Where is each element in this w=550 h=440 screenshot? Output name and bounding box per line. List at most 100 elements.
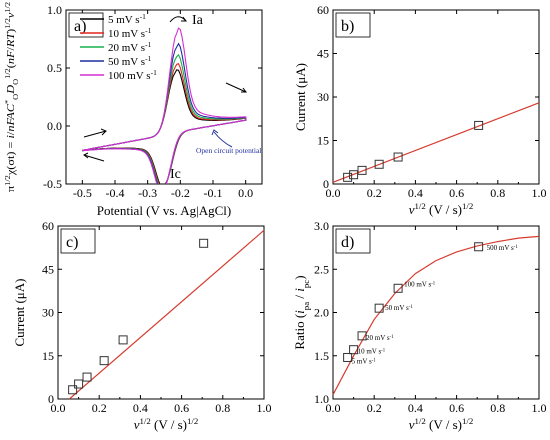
x-tick-label: 0.2 bbox=[367, 186, 382, 200]
panel-c: 0.0 0.2 0.4 0.6 0.8 1.0 0 15 30 45 60 c) v1/2 (V / s… bbox=[12, 219, 272, 432]
legend-label-2: 20 mV s-1 bbox=[108, 40, 152, 55]
x-tick-label: 0.2 bbox=[367, 401, 382, 415]
x-tick-label: 1.0 bbox=[532, 186, 547, 200]
sweep-arrowhead-reverse bbox=[83, 152, 89, 159]
x-tick-label: 0.6 bbox=[449, 186, 464, 200]
y-tick-label: 60 bbox=[317, 3, 329, 17]
data-point-2 bbox=[357, 165, 367, 175]
data-point-0 bbox=[68, 385, 78, 395]
y-tick-label: 3.0 bbox=[314, 219, 329, 233]
x-axis-label: Potential (V vs. Ag|AgCl) bbox=[97, 203, 232, 218]
panel-tag: a) bbox=[74, 18, 86, 35]
x-tick-label: -0.3 bbox=[138, 186, 157, 200]
data-point-1 bbox=[74, 379, 84, 389]
y-tick-label: -0.5 bbox=[43, 177, 62, 191]
point-label-2: 20 mV s-1 bbox=[366, 334, 394, 342]
x-tick-label: 0.0 bbox=[326, 401, 341, 415]
x-tick-label: 0.8 bbox=[490, 401, 505, 415]
x-tick-label: 0.8 bbox=[215, 401, 230, 415]
y-tick-label: 0.0 bbox=[47, 119, 62, 133]
y-tick-label: 1.5 bbox=[314, 349, 329, 363]
panel-tag-box bbox=[335, 228, 371, 254]
y-axis-label: π1/2χ(σt) = i/nFAC*ODO1/2(nF/RT)1/2v1/2 bbox=[4, 1, 20, 192]
y-axis-label: Ratio (ipa / ipc) bbox=[292, 275, 311, 349]
y-tick-label: 1.0 bbox=[47, 3, 62, 17]
x-tick-label: 0.4 bbox=[408, 186, 423, 200]
x-tick-label: 0.8 bbox=[490, 186, 505, 200]
x-tick-label: -0.5 bbox=[73, 186, 92, 200]
x-tick-label: 0.4 bbox=[408, 401, 423, 415]
fit-line bbox=[68, 229, 265, 400]
data-point-2 bbox=[357, 331, 367, 341]
y-axis-label: Current (μA) bbox=[12, 279, 27, 347]
fit-curve bbox=[332, 235, 540, 395]
data-point-4 bbox=[393, 283, 403, 293]
y-tick-label: 2.5 bbox=[314, 262, 329, 276]
x-tick-label: 1.0 bbox=[257, 401, 272, 415]
data-point-4 bbox=[393, 152, 403, 162]
data-point-3 bbox=[99, 356, 109, 366]
open-circuit-arrow bbox=[213, 131, 233, 148]
point-label-5: 500 mV s-1 bbox=[487, 244, 519, 252]
panel-a: -0.5 -0.4 -0.3 -0.2 -0.1 0.0 -0.5 0.0 0.5 1.0 a) 5 … bbox=[4, 1, 263, 218]
open-circuit-label: Open circuit potential bbox=[196, 146, 261, 155]
point-label-3: 50 mV s-1 bbox=[385, 304, 413, 312]
y-tick-label: 15 bbox=[42, 349, 54, 363]
cv-curve-2 bbox=[82, 53, 247, 184]
sweep-arrow-right bbox=[225, 82, 247, 93]
x-tick-label: -0.1 bbox=[204, 186, 223, 200]
y-tick-label: 15 bbox=[317, 134, 329, 148]
x-tick-label: 0.4 bbox=[133, 401, 148, 415]
y-tick-label: 1.0 bbox=[314, 392, 329, 406]
y-tick-label: 45 bbox=[317, 47, 329, 61]
cv-curve-4 bbox=[82, 27, 247, 184]
panel-d: 0.0 0.2 0.4 0.6 0.8 1.0 1.0 1.5 2.0 2.5 3.0 d) 5 mV … bbox=[292, 219, 547, 432]
y-tick-label: 45 bbox=[42, 262, 54, 276]
data-point-1 bbox=[349, 345, 359, 355]
data-point-4 bbox=[118, 335, 128, 345]
x-tick-label: 0.2 bbox=[92, 401, 107, 415]
data-point-5 bbox=[474, 242, 484, 252]
x-tick-label: 0.0 bbox=[51, 401, 66, 415]
cv-curve-0 bbox=[82, 69, 247, 184]
panel-tag-box bbox=[60, 228, 96, 254]
fit-line bbox=[332, 102, 540, 183]
panel-tag: b) bbox=[341, 18, 354, 35]
data-point-3 bbox=[374, 159, 384, 169]
legend-label-1: 10 mV s-1 bbox=[108, 26, 152, 41]
x-axis-label: v1/2 (V / s)1/2 bbox=[409, 201, 474, 217]
panel-tag-box bbox=[335, 12, 371, 38]
point-label-0: 5 mV s-1 bbox=[352, 357, 377, 365]
y-tick-label: 30 bbox=[317, 90, 329, 104]
x-tick-label: 0.6 bbox=[174, 401, 189, 415]
legend-label-0: 5 mV s-1 bbox=[108, 12, 146, 27]
x-tick-label: 0.6 bbox=[449, 401, 464, 415]
point-label-4: 100 mV s-1 bbox=[404, 280, 436, 288]
y-tick-label: 30 bbox=[42, 306, 54, 320]
data-point-0 bbox=[343, 352, 353, 362]
y-tick-label: 0.5 bbox=[47, 61, 62, 75]
open-circuit-arrowhead bbox=[211, 129, 219, 136]
peak-label-ic: Ic bbox=[170, 167, 181, 182]
data-point-3 bbox=[374, 303, 384, 313]
plot-frame bbox=[65, 9, 263, 185]
x-axis-label: v1/2 (V / s)1/2 bbox=[409, 416, 474, 432]
sweep-arrow-forward bbox=[83, 130, 107, 138]
sweep-arrowhead-right bbox=[241, 87, 247, 93]
sweep-arrowhead-forward bbox=[100, 128, 107, 136]
legend-label-3: 50 mV s-1 bbox=[108, 54, 152, 69]
legend-label-4: 100 mV s-1 bbox=[108, 68, 157, 83]
data-point-5 bbox=[474, 120, 484, 130]
y-tick-label: 0 bbox=[48, 392, 54, 406]
x-tick-label: 0.0 bbox=[238, 186, 253, 200]
x-tick-label: -0.4 bbox=[106, 186, 125, 200]
peak-arrowhead-ia bbox=[181, 16, 187, 22]
data-point-5 bbox=[199, 238, 209, 248]
x-axis-label: v1/2 (V / s)1/2 bbox=[134, 416, 199, 432]
cv-curve-1 bbox=[82, 63, 247, 184]
data-point-2 bbox=[82, 372, 92, 382]
peak-label-ia: Ia bbox=[192, 13, 204, 28]
data-point-0 bbox=[343, 172, 353, 182]
y-axis-label: Current (μA) bbox=[293, 63, 308, 131]
